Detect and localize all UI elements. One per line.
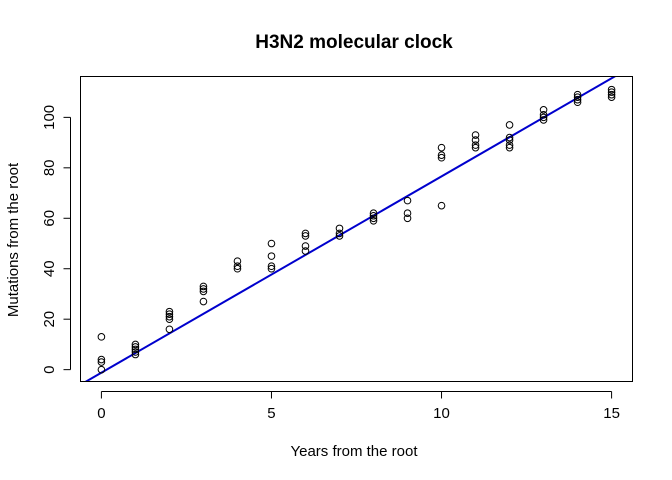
data-point [573, 98, 582, 107]
chart-title: H3N2 molecular clock [255, 32, 453, 53]
data-point [165, 312, 174, 321]
data-point [267, 239, 276, 248]
x-tick-label: 15 [603, 405, 620, 422]
data-point [403, 196, 412, 205]
y-tick-label: 80 [41, 159, 58, 176]
data-points [97, 85, 616, 374]
data-point [233, 264, 242, 273]
data-point [199, 287, 208, 296]
regression-line-group [84, 77, 616, 381]
data-point [505, 136, 514, 144]
data-point [607, 90, 616, 99]
data-point [165, 307, 174, 316]
data-point [301, 229, 310, 238]
x-axis-label: Years from the root [290, 443, 418, 460]
data-point [539, 105, 548, 114]
data-point [539, 116, 548, 124]
data-point [97, 355, 106, 364]
data-point [539, 113, 548, 122]
data-point [199, 297, 208, 306]
data-point [505, 141, 514, 149]
data-point [267, 252, 276, 260]
data-point [505, 133, 514, 142]
data-point [437, 201, 446, 210]
data-point [335, 229, 344, 238]
data-point [131, 340, 140, 349]
x-tick-label: 5 [267, 405, 275, 422]
y-axis: 0 20 40 60 80 100 [41, 105, 71, 374]
data-point [131, 343, 140, 351]
data-point [233, 257, 242, 265]
plot-frame [80, 76, 633, 382]
data-point [369, 209, 378, 218]
data-point [437, 143, 446, 152]
data-point [403, 214, 412, 223]
data-point [403, 209, 412, 218]
data-point [607, 88, 616, 96]
data-point [267, 264, 276, 273]
data-point [607, 85, 616, 94]
data-point [539, 111, 548, 119]
data-point [301, 232, 310, 240]
data-point [505, 121, 514, 129]
data-point [131, 350, 140, 359]
data-point [267, 262, 276, 271]
data-point [301, 247, 310, 255]
data-point [369, 211, 378, 220]
x-tick-label: 10 [433, 405, 450, 422]
data-point [233, 262, 242, 271]
data-point [97, 365, 106, 374]
data-point [369, 217, 378, 225]
x-tick-label: 0 [97, 405, 105, 422]
y-tick-label: 0 [41, 365, 58, 373]
x-axis: 0 5 10 15 [97, 391, 620, 422]
data-point [199, 285, 208, 293]
data-point [369, 214, 378, 223]
regression-line [84, 77, 616, 381]
data-point [131, 345, 140, 354]
data-point [165, 325, 174, 334]
data-point [437, 151, 446, 160]
data-point [131, 348, 140, 356]
data-point [573, 93, 582, 101]
data-point [505, 143, 514, 152]
data-point [97, 358, 106, 366]
data-point [471, 131, 480, 139]
y-tick-label: 100 [41, 105, 58, 130]
data-point [471, 143, 480, 152]
data-point [607, 93, 616, 101]
data-point [573, 90, 582, 99]
data-point [437, 153, 446, 162]
data-point [165, 315, 174, 323]
data-point [573, 95, 582, 104]
data-point [165, 310, 174, 318]
y-tick-label: 60 [41, 210, 58, 227]
data-point [471, 136, 480, 144]
data-point [471, 141, 480, 149]
y-tick-label: 40 [41, 260, 58, 277]
data-point [301, 242, 310, 250]
data-point [199, 282, 208, 291]
y-axis-label: Mutations from the root [5, 162, 22, 317]
data-point [97, 333, 106, 341]
data-point [335, 232, 344, 240]
data-point [335, 224, 344, 233]
y-tick-label: 20 [41, 311, 58, 328]
